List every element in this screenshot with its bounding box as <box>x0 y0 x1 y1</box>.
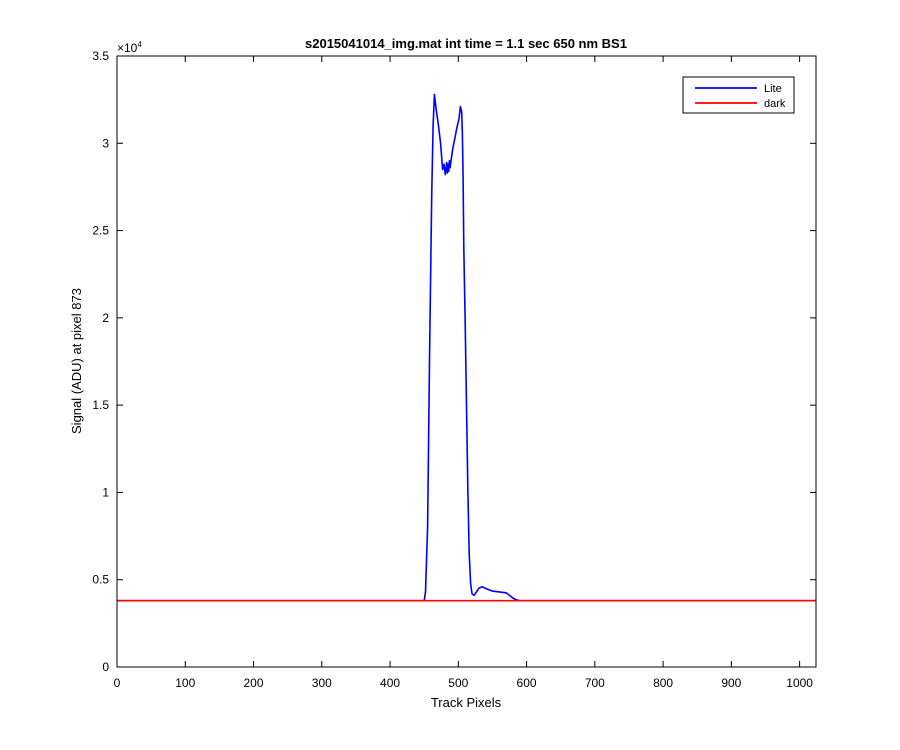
y-tick-label: 2 <box>102 311 109 325</box>
x-tick-label: 900 <box>721 676 741 690</box>
legend-box <box>682 76 795 114</box>
x-tick-label: 100 <box>175 676 195 690</box>
y-exponent-label: ×104 <box>117 40 142 55</box>
ticks-layer: 0 100 200 300 400 500 600 700 800 900 1000 0 0.5 1 1.5… <box>92 49 816 690</box>
x-axis-label: Track Pixels <box>431 695 502 710</box>
y-tick-label: 3 <box>102 136 109 150</box>
x-tick-label: 600 <box>517 676 537 690</box>
y-axis-label: Signal (ADU) at pixel 873 <box>69 288 84 434</box>
y-exponent-base: ×10 <box>117 41 138 55</box>
chart-title: s2015041014_img.mat int time = 1.1 sec 6… <box>305 36 627 51</box>
y-tick-label: 3.5 <box>92 49 109 63</box>
y-exponent-power: 4 <box>137 40 142 49</box>
x-tick-label: 700 <box>585 676 605 690</box>
x-tick-label: 0 <box>114 676 121 690</box>
y-tick-label: 0 <box>102 660 109 674</box>
y-tick-label: 1 <box>102 485 109 499</box>
plot-frame <box>116 55 817 668</box>
x-tick-label: 200 <box>244 676 264 690</box>
y-tick-label: 1.5 <box>92 398 109 412</box>
svg-text:×104: ×104 <box>117 40 142 55</box>
series-layer <box>117 93 816 602</box>
y-tick-label: 2.5 <box>92 224 109 238</box>
x-tick-label: 1000 <box>786 676 813 690</box>
x-tick-label: 400 <box>380 676 400 690</box>
legend-label-dark: dark <box>764 98 786 110</box>
x-tick-label: 500 <box>448 676 468 690</box>
x-tick-label: 800 <box>653 676 673 690</box>
legend-label-lite: Lite <box>764 83 782 95</box>
legend: Lite dark <box>682 76 795 114</box>
series-line-lite <box>117 93 816 602</box>
y-tick-label: 0.5 <box>92 573 109 587</box>
x-tick-label: 300 <box>312 676 332 690</box>
